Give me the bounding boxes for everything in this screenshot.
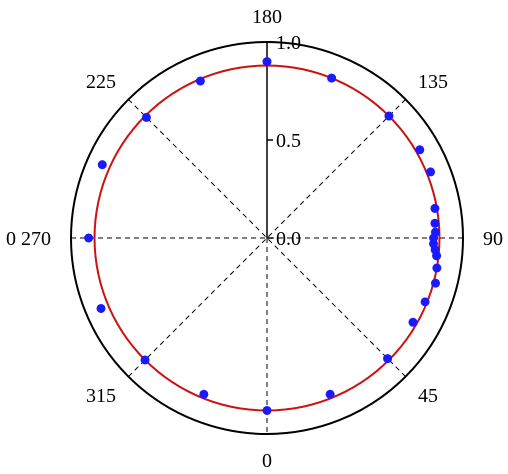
data-point <box>262 57 272 67</box>
radial-tick-label: 0.5 <box>276 130 301 152</box>
data-point <box>426 167 436 177</box>
data-point <box>432 263 442 273</box>
data-point <box>420 297 430 307</box>
data-point <box>84 233 94 243</box>
data-point <box>199 389 209 399</box>
data-point <box>96 303 106 313</box>
angle-labels: 0 45 90 135 180 225 0 270 315 <box>6 6 503 472</box>
angle-tick-label: 135 <box>418 71 448 93</box>
angle-tick-label: 45 <box>418 385 438 407</box>
angle-tick-label: 0 <box>262 450 272 472</box>
radial-tick-label: 0.0 <box>276 228 301 250</box>
angle-tick-label: 90 <box>483 228 503 250</box>
data-point <box>408 317 418 327</box>
angle-tick-label: 0 270 <box>6 228 51 250</box>
radial-ticks: 0.0 0.5 1.0 <box>267 32 301 250</box>
angle-tick-label: 180 <box>252 6 282 28</box>
data-point <box>430 203 440 213</box>
data-point <box>327 73 337 83</box>
angle-tick-label: 315 <box>86 385 116 407</box>
data-point <box>195 76 205 86</box>
data-point <box>140 355 150 365</box>
data-point <box>383 354 393 364</box>
data-points <box>84 57 442 415</box>
data-point <box>430 218 440 228</box>
radial-tick-label: 1.0 <box>276 32 301 54</box>
data-point <box>325 389 335 399</box>
diagonal-gridline-135 <box>128 99 406 377</box>
angle-tick-label: 225 <box>86 71 116 93</box>
data-point <box>262 405 272 415</box>
data-point <box>415 145 425 155</box>
data-point <box>384 111 394 121</box>
data-point <box>431 278 440 288</box>
data-point <box>141 112 151 122</box>
data-point <box>430 227 440 237</box>
diagonal-gridline-45 <box>128 99 406 377</box>
data-point <box>97 160 107 170</box>
